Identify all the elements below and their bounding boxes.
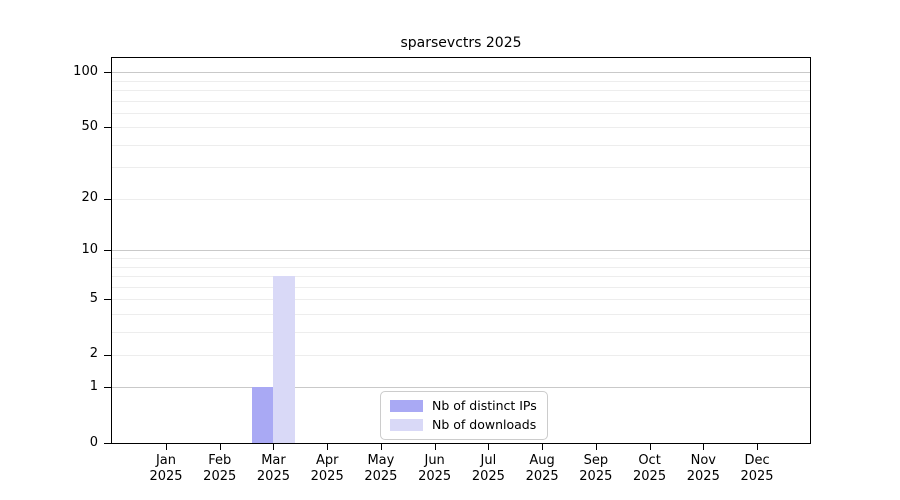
y-tick-mark (104, 250, 111, 251)
legend-swatch-distinct-ips (390, 400, 423, 412)
x-tick-mark (488, 444, 490, 450)
legend-item-downloads: Nb of downloads (390, 418, 537, 432)
gridline-minor (112, 144, 810, 146)
x-tick-label: May 2025 (364, 453, 398, 484)
bar-distinct-ips (251, 387, 274, 443)
bar-downloads (273, 276, 295, 443)
legend: Nb of distinct IPs Nb of downloads (380, 391, 548, 440)
x-tick-label: Mar 2025 (256, 453, 290, 484)
gridline-minor (112, 90, 810, 92)
gridline-minor (112, 313, 810, 315)
legend-label-distinct-ips: Nb of distinct IPs (432, 398, 537, 413)
y-tick-label: 50 (81, 118, 98, 134)
x-tick-mark (595, 444, 597, 450)
y-tick-label: 1 (89, 378, 98, 394)
x-tick-mark (273, 444, 275, 450)
y-tick-label: 5 (89, 290, 98, 306)
x-tick-label: Dec 2025 (740, 453, 774, 484)
gridline-minor (112, 331, 810, 333)
x-tick-mark (380, 444, 382, 450)
y-tick-mark (104, 443, 111, 444)
gridline-minor (112, 354, 810, 356)
plot-area (111, 57, 811, 444)
gridline-major (112, 72, 810, 74)
y-tick-mark (104, 199, 111, 200)
gridline-major (112, 387, 810, 389)
gridline-minor (112, 112, 810, 114)
x-tick-mark (327, 444, 329, 450)
gridline-minor (112, 127, 810, 129)
gridline-minor (112, 276, 810, 278)
x-tick-mark (542, 444, 544, 450)
x-tick-label: Jun 2025 (418, 453, 452, 484)
y-tick-mark (104, 355, 111, 356)
x-tick-label: Jul 2025 (471, 453, 505, 484)
x-tick-label: Aug 2025 (525, 453, 559, 484)
y-tick-label: 2 (89, 346, 98, 362)
x-tick-mark (649, 444, 651, 450)
x-tick-label: Feb 2025 (203, 453, 237, 484)
gridline-minor (112, 167, 810, 169)
x-tick-mark (434, 444, 436, 450)
x-tick-label: Nov 2025 (686, 453, 720, 484)
y-tick-label: 20 (81, 190, 98, 206)
chart-title: sparsevctrs 2025 (400, 35, 522, 51)
y-tick-mark (104, 72, 111, 73)
legend-item-distinct-ips: Nb of distinct IPs (390, 399, 537, 413)
gridline-minor (112, 299, 810, 301)
x-tick-label: Jan 2025 (149, 453, 183, 484)
x-tick-mark (703, 444, 705, 450)
x-tick-label: Oct 2025 (633, 453, 667, 484)
gridline-major (112, 250, 810, 252)
gridline-minor (112, 286, 810, 288)
gridline-minor (112, 80, 810, 82)
gridline-minor (112, 258, 810, 260)
y-tick-mark (104, 299, 111, 300)
legend-swatch-downloads (390, 419, 423, 431)
x-tick-mark (757, 444, 759, 450)
y-tick-label: 10 (81, 241, 98, 257)
gridline-minor (112, 100, 810, 102)
gridline-minor (112, 198, 810, 200)
gridline-minor (112, 266, 810, 268)
x-tick-label: Sep 2025 (579, 453, 613, 484)
legend-label-downloads: Nb of downloads (432, 417, 537, 432)
y-tick-label: 0 (89, 434, 98, 450)
y-tick-mark (104, 127, 111, 128)
y-tick-mark (104, 387, 111, 388)
x-tick-mark (166, 444, 167, 450)
y-tick-label: 100 (73, 63, 98, 79)
x-tick-label: Apr 2025 (310, 453, 344, 484)
x-tick-mark (219, 444, 221, 450)
